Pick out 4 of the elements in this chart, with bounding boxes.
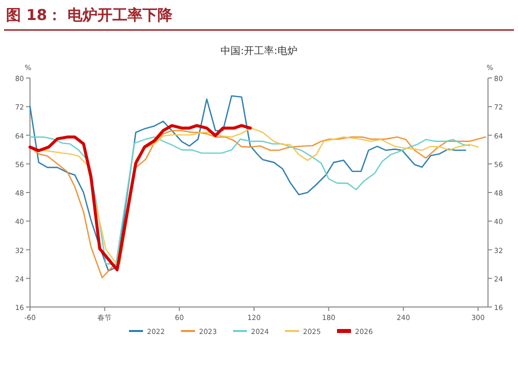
chart-title: 图 18： 电炉开工率下降 — [6, 6, 174, 24]
line-series — [29, 95, 466, 272]
line-series — [28, 124, 252, 272]
chart-subtitle: 中国:开工率:电炉 — [220, 45, 298, 57]
